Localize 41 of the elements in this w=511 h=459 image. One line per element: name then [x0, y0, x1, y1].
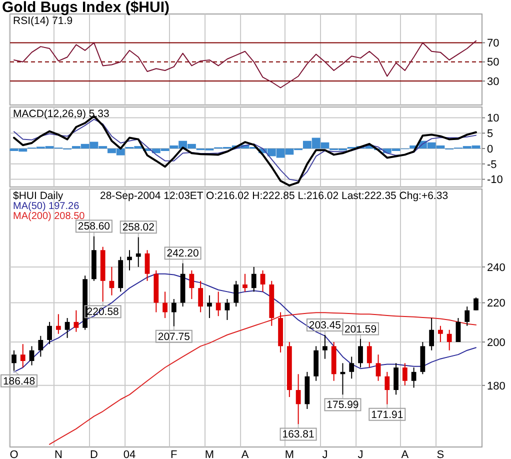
annotation: 171.91: [371, 408, 404, 421]
x-tick-label: N: [54, 449, 62, 459]
annotation: 28-Sep-2004 12:03ET O:216.02 H:222.85 L:216.02 Last:222.35 Chg:+6.33: [100, 190, 448, 202]
x-tick-label: J: [322, 449, 328, 459]
y-tick-label: 240: [487, 262, 506, 274]
x-tick-label: M: [204, 449, 214, 459]
y-tick-label: 180: [487, 380, 506, 392]
y-tick-label: -10: [487, 174, 503, 186]
chart-subtitle: MACD(12,26,9) 5.33: [13, 108, 110, 120]
annotation: 207.75: [158, 330, 190, 343]
annotation: 242.20: [166, 248, 200, 260]
annotation: 201.59: [344, 323, 377, 336]
x-tick-label: J: [358, 449, 364, 459]
y-tick-label: 0: [487, 143, 494, 156]
y-tick-label: -5: [487, 158, 497, 171]
text: MA(50) 197.26: [13, 201, 80, 212]
y-tick-label: 70: [487, 38, 500, 50]
text: MA(200) 208.50: [13, 211, 86, 222]
annotation: 258.02: [122, 222, 155, 234]
y-tick-label: 5: [487, 128, 494, 140]
x-tick-label: S: [436, 449, 444, 459]
x-tick-label: M: [284, 449, 294, 459]
chart-title: Gold Bugs Index ($HUI): [2, 0, 170, 16]
x-tick-label: A: [241, 449, 250, 459]
y-tick-label: 50: [487, 56, 500, 69]
chart-subtitle: $HUI Daily: [13, 190, 64, 202]
annotation: 163.81: [282, 428, 315, 441]
x-tick-label: A: [401, 449, 410, 459]
annotation: 186.48: [2, 375, 36, 388]
chart-subtitle: RSI(14) 71.9: [13, 15, 73, 27]
x-tick-label: O: [10, 449, 19, 459]
x-tick-label: 04: [123, 449, 136, 459]
y-tick-label: 10: [487, 112, 500, 125]
x-tick-label: F: [170, 449, 178, 459]
annotation: 258.60: [78, 220, 110, 233]
annotation: 203.45: [308, 319, 342, 332]
y-tick-label: 220: [487, 298, 506, 310]
y-tick-label: 30: [487, 76, 500, 88]
y-tick-label: 200: [487, 336, 506, 349]
x-tick-label: D: [90, 449, 98, 459]
annotation: 175.99: [326, 399, 359, 412]
